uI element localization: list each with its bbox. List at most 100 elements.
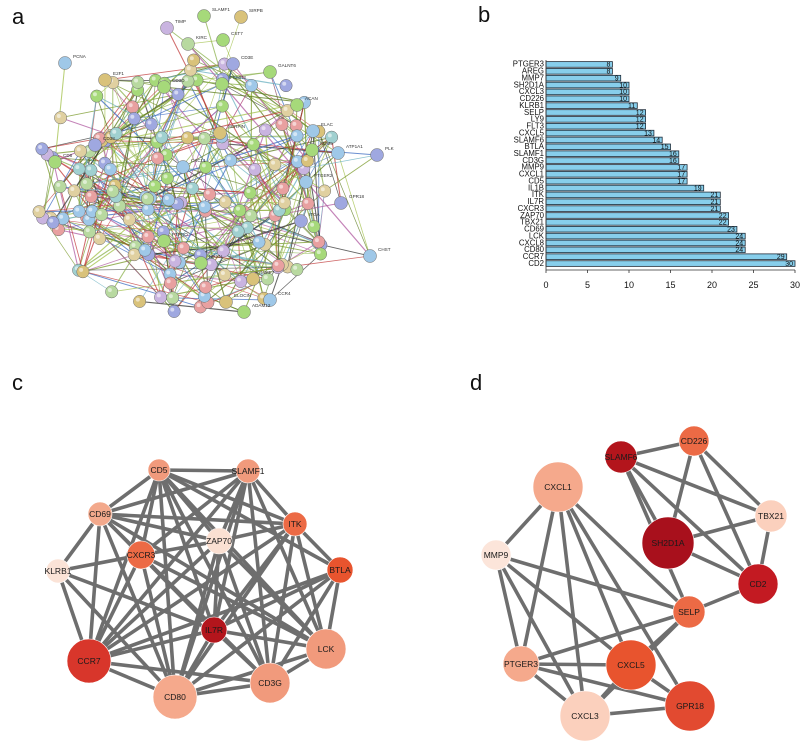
ppi-node-label-CD38: CD38 <box>103 136 115 141</box>
ppi-node-circle-PTGER2 <box>299 175 313 189</box>
net-d-node-CXCL3[interactable]: CXCL3 <box>559 690 611 742</box>
ppi-node-highlight <box>56 113 61 118</box>
ppi-node-KDM5[interactable]: KDM5 <box>305 141 334 157</box>
ppi-node-label-CD8: CD8 <box>63 153 73 158</box>
ppi-node-SIRPB[interactable]: SIRPB <box>234 8 263 24</box>
ppi-node-highlight <box>260 294 265 299</box>
ppi-node-ADAM12[interactable]: ADAM12 <box>237 303 271 319</box>
net-c-edge-SLAMF1-CD69 <box>98 469 250 516</box>
ppi-edge <box>129 219 239 232</box>
ppi-node-highlight <box>221 198 226 203</box>
ppi-node-TIMP[interactable]: TIMP <box>160 19 186 35</box>
ppi-node-GALNT6[interactable]: GALNT6 <box>263 63 297 79</box>
ppi-node-highlight <box>112 129 117 134</box>
net-c-node-LCK[interactable]: LCK <box>305 628 347 670</box>
bar-label-PTGER3: PTGER3 <box>513 60 544 69</box>
ppi-node-highlight <box>85 228 90 233</box>
ppi-node-CHST[interactable]: CHST <box>363 247 391 263</box>
ppi-edge <box>112 79 198 192</box>
ppi-edge <box>205 210 248 229</box>
net-c-edge-CXCR3-LCK <box>139 553 328 651</box>
ppi-node-CD3E[interactable]: CD3E <box>226 55 254 71</box>
ppi-node-CXCL1[interactable]: CXCL1 <box>176 158 207 174</box>
ppi-node-circle-PCNA <box>58 56 72 70</box>
bar-label-CD69: CD69 <box>524 225 544 234</box>
net-c-node-BTLA[interactable]: BTLA <box>326 556 354 584</box>
net-c-node-label-CD3G: CD3G <box>258 678 282 688</box>
bar-label-MMP7: MMP7 <box>521 73 544 82</box>
ppi-node-highlight <box>70 187 75 192</box>
ppi-node-MMP7[interactable]: MMP7 <box>246 270 275 286</box>
net-c-edge-CD69-ZAP70 <box>98 512 221 543</box>
ppi-node-highlight <box>115 202 120 207</box>
net-c-node-CXCR3[interactable]: CXCR3 <box>127 540 156 570</box>
net-c-node-CD3G[interactable]: CD3G <box>249 662 291 704</box>
ppi-node-E2F1[interactable]: E2F1 <box>98 71 125 87</box>
net-c-node-ITK[interactable]: ITK <box>282 511 308 537</box>
bar-label-MMP9: MMP9 <box>521 163 544 172</box>
ppi-node-GPR18[interactable]: GPR18 <box>334 194 365 210</box>
ppi-node-ACAN[interactable]: ACAN <box>290 96 318 112</box>
ppi-node-highlight <box>255 238 260 243</box>
net-d-node-SELP[interactable]: SELP <box>672 595 706 629</box>
ppi-node-PCNA[interactable]: PCNA <box>58 54 87 70</box>
ppi-node-highlight <box>251 165 256 170</box>
net-c-node-CD69[interactable]: CD69 <box>87 501 113 527</box>
bar-label-KLRB1: KLRB1 <box>519 101 544 110</box>
ppi-node-ATP1A1[interactable]: ATP1A1 <box>331 144 364 160</box>
ppi-node-FCMR3[interactable]: FCMR3 <box>215 75 247 91</box>
ppi-node-highlight <box>236 277 241 282</box>
net-c-node-CCR7[interactable]: CCR7 <box>66 638 112 684</box>
ppi-node-SERPIN[interactable]: SERPIN <box>213 124 246 140</box>
ppi-node-PTGER2[interactable]: PTGER2 <box>299 173 333 189</box>
ppi-node-circle-ACAN <box>290 98 304 112</box>
net-c-node-CD5[interactable]: CD5 <box>147 458 171 482</box>
bar-value-KLRB1: 11 <box>628 103 635 110</box>
net-d-node-SH2D1A[interactable]: SH2D1A <box>641 516 695 570</box>
bar-label-CD5: CD5 <box>528 176 544 185</box>
net-c-node-IL7R[interactable]: IL7R <box>200 616 228 644</box>
net-d-node-MMP9[interactable]: MMP9 <box>480 539 512 571</box>
net-d-node-CD2[interactable]: CD2 <box>737 563 779 605</box>
ppi-node-CCR4[interactable]: CCR4 <box>263 291 291 307</box>
ppi-node-label-CD3D: CD3D <box>172 78 185 83</box>
net-d-node-CXCL5[interactable]: CXCL5 <box>605 639 657 691</box>
ppi-node-KIRC[interactable]: KIRC <box>181 35 208 51</box>
bar-value-MMP7: 9 <box>615 75 619 82</box>
net-c-node-label-CD5: CD5 <box>150 465 167 475</box>
net-d-node-GPR18[interactable]: GPR18 <box>664 680 716 732</box>
ppi-node-NRXN[interactable]: NRXN <box>194 254 223 270</box>
bar-label-CXCL3: CXCL3 <box>519 87 544 96</box>
ppi-edge <box>78 267 278 271</box>
ppi-node-highlight <box>141 246 146 251</box>
net-c-node-KLRB1[interactable]: KLRB1 <box>45 558 72 584</box>
net-c-node-SLAMF1[interactable]: SLAMF1 <box>231 458 265 484</box>
net-d-node-CXCL1[interactable]: CXCL1 <box>532 461 584 513</box>
ppi-node-ITGA[interactable]: ITGA <box>294 212 321 228</box>
ppi-node-CD38[interactable]: CD38 <box>88 136 116 152</box>
bar-value-CXCL5: 13 <box>644 130 652 137</box>
ppi-edge <box>86 166 184 185</box>
bar-value-CXCR3: 21 <box>711 206 719 213</box>
ppi-node-CD8[interactable]: CD8 <box>48 153 73 169</box>
ppi-node-PTPRO[interactable]: PTPRO <box>157 232 189 248</box>
net-c-node-circle-BTLA <box>326 556 354 584</box>
net-d-node-TBX21[interactable]: TBX21 <box>754 499 788 533</box>
ppi-node-label-GALNT6: GALNT6 <box>278 63 296 68</box>
net-c-node-ZAP70[interactable]: ZAP70 <box>205 527 233 555</box>
ppi-node-circle-SERPIN <box>213 126 227 140</box>
net-d-edge-MMP9-PTGER3 <box>494 553 523 666</box>
ppi-node-ELOCIN[interactable]: ELOCIN <box>219 293 252 309</box>
ppi-node-highlight <box>293 265 298 270</box>
ppi-node-highlight <box>153 154 158 159</box>
net-d-node-SLAMF6[interactable]: SLAMF6 <box>604 440 638 474</box>
net-d-node-PTGER3[interactable]: PTGER3 <box>502 645 540 683</box>
net-c-node-CD80[interactable]: CD80 <box>152 674 198 720</box>
ppi-node-highlight <box>279 184 284 189</box>
ppi-node-CST7[interactable]: CST7 <box>216 31 244 47</box>
ppi-node-SLAMF1[interactable]: SLAMF1 <box>197 7 231 23</box>
ppi-node-CD3D[interactable]: CD3D <box>157 78 186 94</box>
ppi-node-ELAC[interactable]: ELAC <box>306 122 334 138</box>
net-d-node-CD226[interactable]: CD226 <box>678 425 710 457</box>
ppi-node-PLK[interactable]: PLK <box>370 146 395 162</box>
